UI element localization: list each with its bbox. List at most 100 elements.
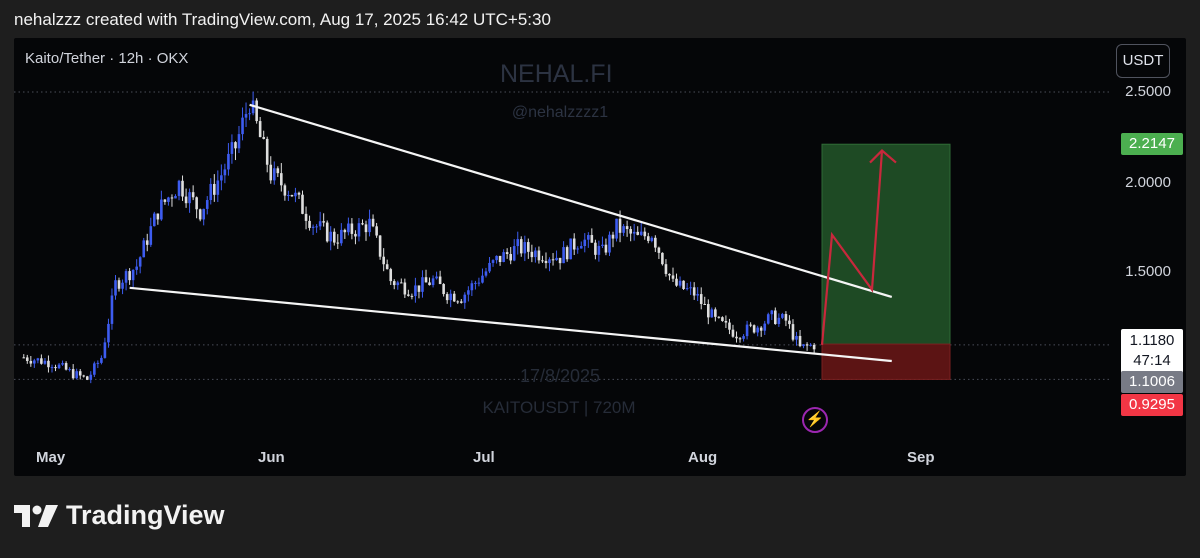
price-axis-label: 2.0000	[1125, 174, 1171, 191]
candle-body	[766, 314, 770, 324]
candle-body	[117, 280, 121, 289]
stop-loss-zone	[821, 343, 951, 380]
upper-trendline	[249, 103, 893, 299]
candle-body	[735, 336, 738, 339]
candle-body	[325, 222, 329, 242]
tradingview-wordmark: TradingView	[66, 500, 225, 530]
candle-body	[202, 208, 205, 220]
candle-body	[280, 173, 283, 186]
candle-body	[216, 180, 220, 195]
candle-body	[191, 192, 195, 198]
candle-body	[601, 244, 604, 246]
candle-body	[43, 360, 47, 364]
candle-body	[576, 248, 580, 250]
candle-body	[646, 236, 650, 241]
candle-body	[449, 293, 452, 301]
candle-body	[721, 317, 724, 321]
candle-body	[770, 310, 774, 315]
candle-body	[107, 323, 110, 343]
candle-body	[795, 335, 798, 340]
candle-body	[25, 357, 29, 361]
candle-body	[110, 295, 114, 324]
candle-body	[329, 231, 333, 242]
candle-body	[548, 259, 551, 264]
lightning-bolt-icon[interactable]: ⚡	[802, 407, 828, 433]
candle-body	[188, 192, 191, 204]
tradingview-logo[interactable]: TradingView	[14, 500, 225, 531]
stop-price-tag: 0.9295	[1121, 394, 1183, 416]
candle-body	[625, 226, 629, 230]
time-axis-label: Sep	[907, 449, 935, 466]
candle-body	[685, 288, 689, 290]
candle-body	[371, 218, 375, 227]
candle-body	[195, 197, 198, 210]
candle-body	[745, 324, 749, 337]
candle-body	[304, 213, 308, 221]
candle-body	[424, 277, 428, 283]
candle-body	[615, 218, 618, 239]
candle-body	[456, 301, 460, 303]
candle-body	[611, 234, 615, 239]
candle-body	[738, 338, 742, 340]
candle-body	[103, 342, 107, 358]
chart-panel[interactable]: Kaito/Tether · 12h · OKX NEHAL.FI @nehal…	[14, 38, 1186, 476]
candle-body	[671, 275, 675, 279]
header-caption: nehalzzz created with TradingView.com, A…	[14, 10, 551, 29]
candle-body	[463, 294, 467, 303]
candle-body	[664, 264, 668, 274]
candle-body	[791, 324, 795, 340]
candle-body	[661, 252, 664, 265]
candle-body	[385, 264, 389, 270]
candle-body	[756, 327, 759, 333]
candle-body	[403, 282, 407, 295]
candle-body	[678, 280, 682, 286]
candle-body	[731, 329, 735, 337]
candle-body	[318, 221, 322, 227]
candle-body	[135, 266, 138, 270]
candle-body	[717, 316, 721, 318]
candle-body	[410, 295, 414, 297]
projection-arrowhead	[869, 149, 897, 164]
candle-body	[258, 121, 262, 138]
candle-body	[537, 250, 541, 261]
candle-body	[50, 367, 54, 369]
currency-button[interactable]: USDT	[1116, 44, 1170, 78]
candle-body	[131, 269, 135, 281]
candle-body	[184, 196, 188, 204]
candle-body	[710, 309, 714, 318]
candle-body	[96, 362, 100, 364]
candle-body	[262, 137, 266, 139]
candle-body	[160, 199, 163, 220]
current-price-value: 1.1180	[1129, 332, 1175, 349]
candle-body	[495, 255, 498, 261]
projection-arrow	[820, 150, 884, 346]
price-chart[interactable]	[14, 38, 1186, 476]
watermark-handle: @nehalzzzz1	[511, 104, 609, 121]
candle-body	[774, 310, 777, 324]
candle-body	[590, 235, 594, 243]
candle-body	[149, 226, 153, 245]
candle-body	[491, 260, 495, 263]
candle-body	[152, 213, 156, 227]
candle-body	[445, 294, 449, 301]
candle-body	[509, 254, 512, 261]
candle-body	[142, 240, 146, 258]
candle-body	[301, 194, 304, 214]
target-price-tag: 2.2147	[1121, 133, 1183, 155]
candle-body	[714, 309, 717, 317]
candle-body	[587, 235, 590, 240]
candle-body	[389, 269, 393, 282]
candle-body	[474, 282, 477, 284]
candle-body	[75, 371, 78, 379]
candle-body	[100, 357, 103, 363]
candle-body	[555, 257, 558, 261]
price-axis-label: 2.5000	[1125, 83, 1171, 100]
candle-body	[392, 281, 396, 286]
price-axis-label: 1.5000	[1125, 263, 1171, 280]
candle-body	[414, 285, 417, 297]
candle-body	[382, 256, 385, 265]
candle-body	[368, 218, 371, 233]
watermark-date: 17/8/2025	[519, 366, 601, 386]
candle-body	[177, 180, 181, 196]
candle-body	[220, 175, 223, 181]
